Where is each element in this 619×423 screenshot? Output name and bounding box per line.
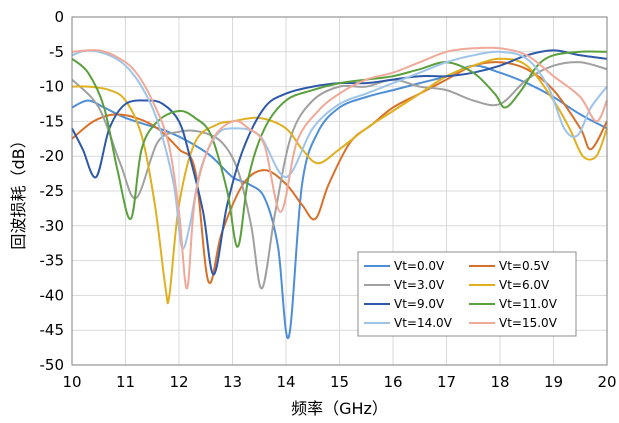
series-line-3 [71, 57, 608, 305]
x-tick-label: 12 [169, 373, 188, 391]
series-line-4 [71, 49, 608, 276]
series-line-6 [71, 49, 608, 250]
x-tick-label: 17 [437, 373, 456, 391]
x-tick-label: 15 [330, 373, 349, 391]
series-lines [71, 46, 608, 339]
y-tick-label: -10 [40, 78, 65, 96]
legend-label: Vt=0.0V [394, 259, 445, 273]
legend: Vt=0.0V Vt=0.5V Vt=3.0V Vt=6.0V Vt=9.0V Vt=11… [357, 251, 577, 337]
legend-label: Vt=0.5V [499, 259, 550, 273]
x-tick-label: 14 [276, 373, 295, 391]
x-tick-labels: 10 11 12 13 14 15 16 17 18 19 20 [62, 373, 616, 391]
y-tick-label: -30 [40, 217, 65, 235]
y-tick-label: -50 [40, 356, 65, 374]
x-tick-label: 10 [62, 373, 81, 391]
legend-label: Vt=11.0V [499, 297, 558, 311]
y-tick-labels: 0 -5 -10 -15 -20 -25 -30 -35 -40 -45 -50 [40, 8, 65, 374]
x-tick-label: 19 [544, 373, 563, 391]
x-tick-label: 11 [116, 373, 135, 391]
legend-label: Vt=14.0V [394, 316, 453, 330]
plot-frame [71, 16, 608, 366]
x-tick-label: 16 [383, 373, 402, 391]
y-tick-label: -20 [40, 147, 65, 165]
y-tick-label: -5 [49, 43, 64, 61]
legend-label: Vt=15.0V [499, 316, 558, 330]
legend-label: Vt=9.0V [394, 297, 445, 311]
legend-label: Vt=6.0V [499, 278, 550, 292]
x-tick-label: 18 [490, 373, 509, 391]
series-line-7 [71, 46, 608, 290]
legend-box [357, 251, 577, 337]
y-tick-label: -35 [40, 252, 65, 270]
series-line-5 [71, 50, 608, 248]
legend-label: Vt=3.0V [394, 278, 445, 292]
y-tick-label: 0 [54, 8, 64, 26]
y-tick-label: -25 [40, 182, 65, 200]
y-tick-label: -40 [40, 286, 65, 304]
y-tick-label: -15 [40, 112, 65, 130]
x-tick-label: 13 [223, 373, 242, 391]
x-axis-title: 频率（GHz） [291, 399, 388, 418]
y-axis-title: 回波损耗（dB） [9, 132, 28, 249]
y-tick-label: -45 [40, 321, 65, 339]
x-tick-label: 20 [597, 373, 616, 391]
